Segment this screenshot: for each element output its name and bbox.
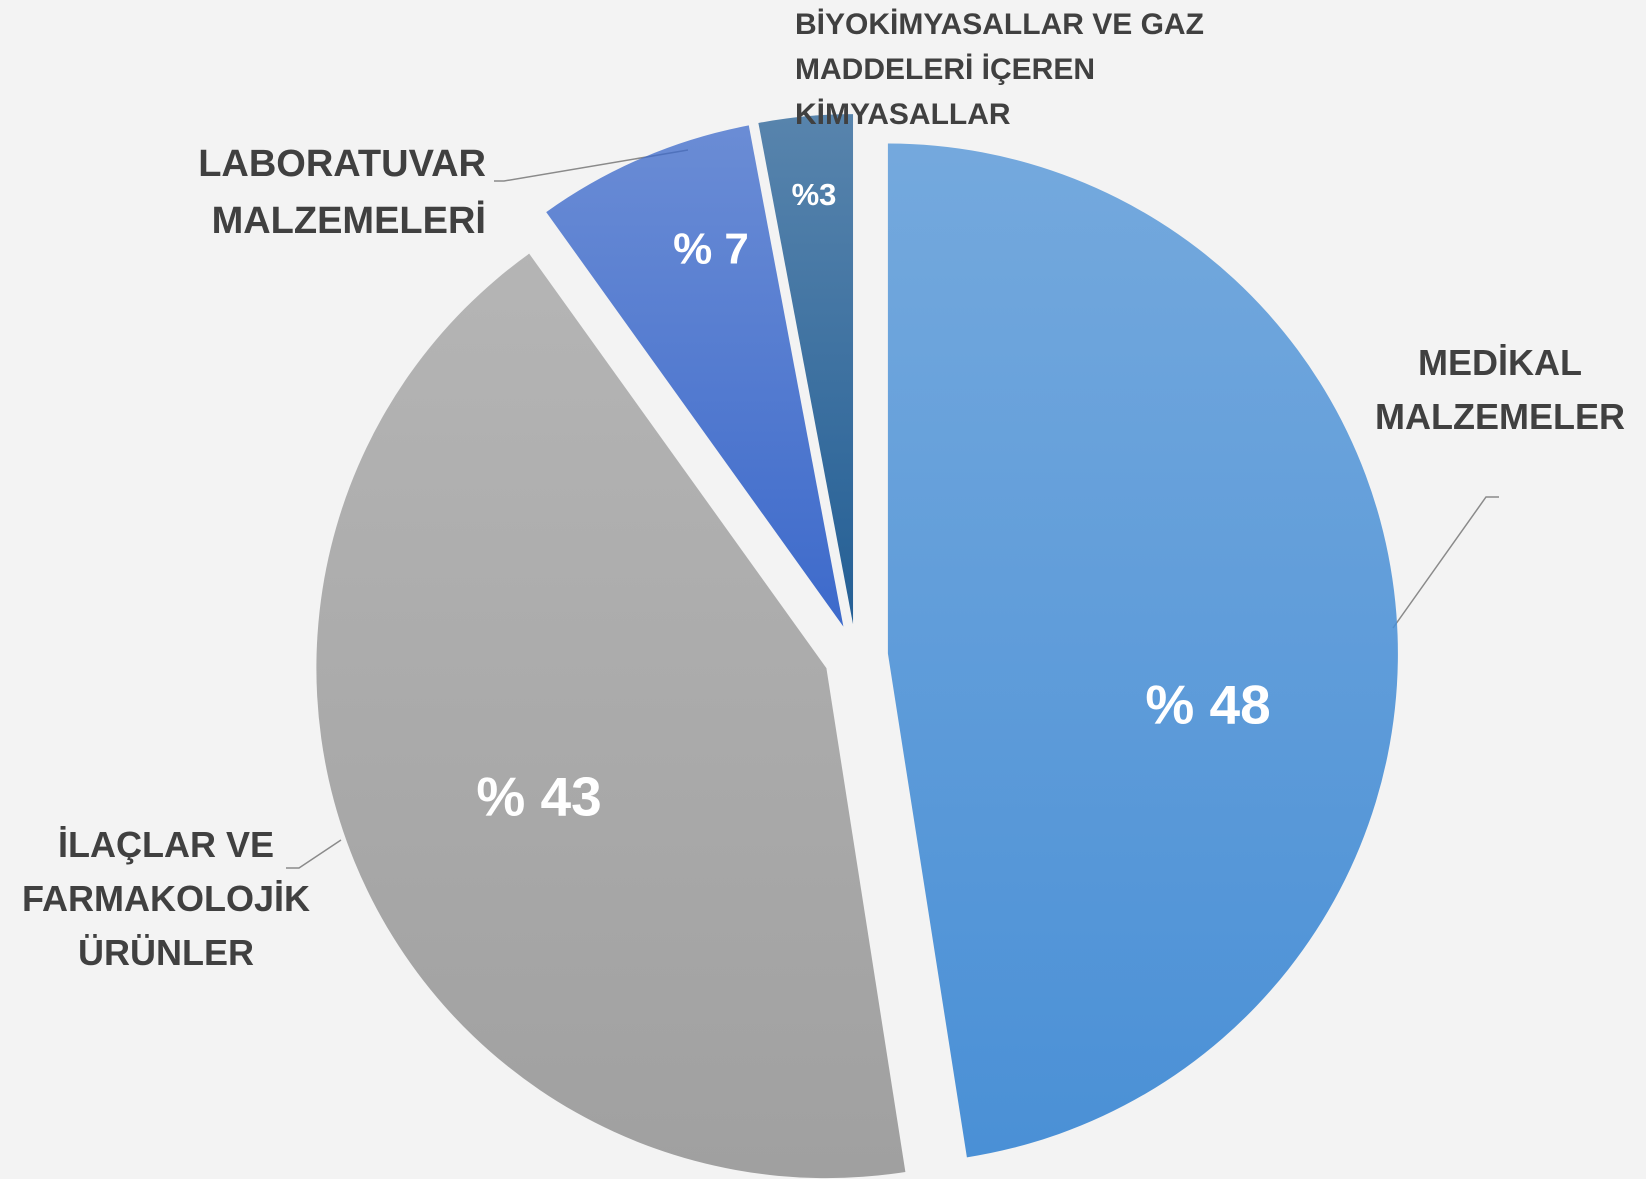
category-label: BİYOKİMYASALLAR VE GAZ MADDELERİ İÇEREN … <box>795 8 1204 131</box>
category-label: İLAÇLAR VE FARMAKOLOJİK ÜRÜNLER <box>22 824 310 973</box>
value-label: %3 <box>792 177 837 212</box>
pie-slice <box>316 253 906 1179</box>
value-label: % 48 <box>1145 674 1270 736</box>
pie-slice <box>887 143 1398 1158</box>
category-label: MEDİKAL MALZEMELER <box>1375 342 1625 437</box>
leader-line <box>286 839 342 869</box>
value-label: % 7 <box>673 225 749 274</box>
leader-line <box>494 149 689 182</box>
leader-line <box>1392 496 1499 629</box>
value-label: % 43 <box>476 766 601 828</box>
pie-slice <box>758 114 854 625</box>
category-label: LABORATUVAR MALZEMELERİ <box>198 143 486 242</box>
pie-slice <box>546 125 844 627</box>
